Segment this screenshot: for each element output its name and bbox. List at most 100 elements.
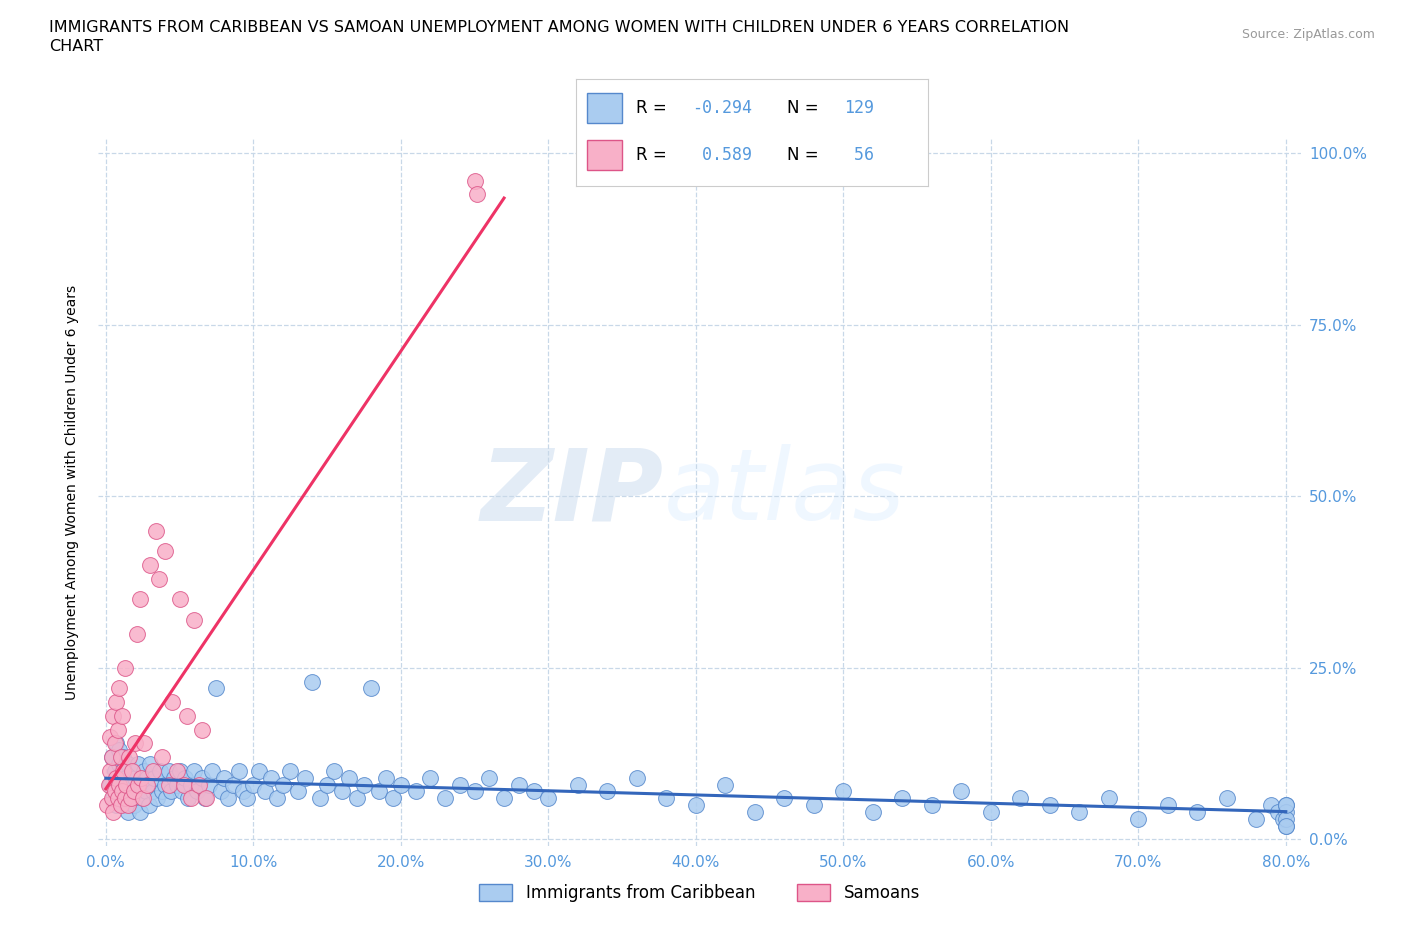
Point [1275, 818, 1298, 833]
Point [163, 770, 186, 785]
Point [714, 777, 737, 792]
Point [172, 784, 194, 799]
Point [134, 736, 156, 751]
Point [97, 777, 120, 792]
Point [114, 790, 136, 805]
Point [537, 790, 560, 805]
Point [136, 777, 159, 792]
Point [1128, 811, 1150, 826]
Point [1098, 790, 1121, 805]
Point [180, 777, 202, 792]
Point [110, 750, 132, 764]
Point [112, 764, 135, 778]
Point [149, 764, 172, 778]
Point [114, 660, 136, 675]
Point [160, 695, 183, 710]
Point [921, 798, 943, 813]
Point [111, 764, 134, 778]
Point [950, 784, 973, 799]
Text: CHART: CHART [49, 39, 103, 54]
Point [107, 790, 129, 805]
Point [685, 798, 707, 813]
Point [467, 187, 489, 202]
Point [360, 681, 382, 696]
Text: N =: N = [787, 146, 824, 164]
Point [232, 784, 254, 799]
Point [142, 764, 165, 778]
Point [301, 674, 323, 689]
Point [155, 790, 177, 805]
Point [127, 756, 149, 771]
Point [108, 681, 131, 696]
Point [153, 777, 176, 792]
Point [114, 784, 136, 799]
Point [96, 798, 118, 813]
Point [180, 790, 202, 805]
Point [101, 790, 124, 805]
Point [980, 804, 1002, 819]
Point [105, 695, 128, 710]
Point [626, 770, 648, 785]
Point [107, 784, 129, 799]
Point [100, 750, 122, 764]
Text: atlas: atlas [664, 445, 905, 541]
Point [105, 736, 128, 751]
Point [153, 544, 176, 559]
Point [129, 770, 152, 785]
Point [169, 764, 191, 778]
Point [128, 804, 150, 819]
Point [567, 777, 589, 792]
Point [166, 764, 188, 778]
Text: Source: ZipAtlas.com: Source: ZipAtlas.com [1241, 28, 1375, 41]
FancyBboxPatch shape [586, 140, 621, 170]
Point [131, 790, 153, 805]
Point [832, 784, 855, 799]
FancyBboxPatch shape [586, 93, 621, 123]
Point [110, 777, 132, 792]
Point [217, 790, 239, 805]
Point [209, 784, 232, 799]
Point [271, 777, 294, 792]
Point [278, 764, 301, 778]
Point [266, 790, 288, 805]
Point [122, 798, 145, 813]
Text: IMMIGRANTS FROM CARIBBEAN VS SAMOAN UNEMPLOYMENT AMONG WOMEN WITH CHILDREN UNDER: IMMIGRANTS FROM CARIBBEAN VS SAMOAN UNEM… [49, 20, 1070, 35]
Point [136, 770, 159, 785]
Point [323, 764, 346, 778]
Point [254, 784, 277, 799]
Point [236, 790, 259, 805]
Point [111, 709, 134, 724]
Point [117, 804, 139, 819]
Text: R =: R = [636, 146, 672, 164]
Point [124, 770, 146, 785]
Point [337, 770, 360, 785]
Text: ZIP: ZIP [481, 445, 664, 541]
Point [129, 777, 152, 792]
Point [115, 770, 138, 785]
Point [174, 770, 197, 785]
Point [419, 770, 441, 785]
Point [125, 626, 148, 641]
Point [194, 790, 217, 805]
Point [169, 591, 191, 606]
Point [125, 784, 148, 799]
Point [382, 790, 405, 805]
Point [294, 770, 316, 785]
Point [100, 790, 122, 805]
Point [150, 784, 173, 799]
Point [108, 743, 131, 758]
Point [98, 764, 121, 778]
Point [205, 681, 228, 696]
Point [308, 790, 330, 805]
Point [120, 790, 142, 805]
Point [146, 790, 169, 805]
Point [1069, 804, 1091, 819]
Point [891, 790, 914, 805]
Point [108, 756, 131, 771]
Y-axis label: Unemployment Among Women with Children Under 6 years: Unemployment Among Women with Children U… [65, 286, 79, 700]
Point [1157, 798, 1180, 813]
Point [228, 764, 250, 778]
Point [434, 790, 457, 805]
Point [105, 798, 128, 813]
Point [134, 764, 156, 778]
